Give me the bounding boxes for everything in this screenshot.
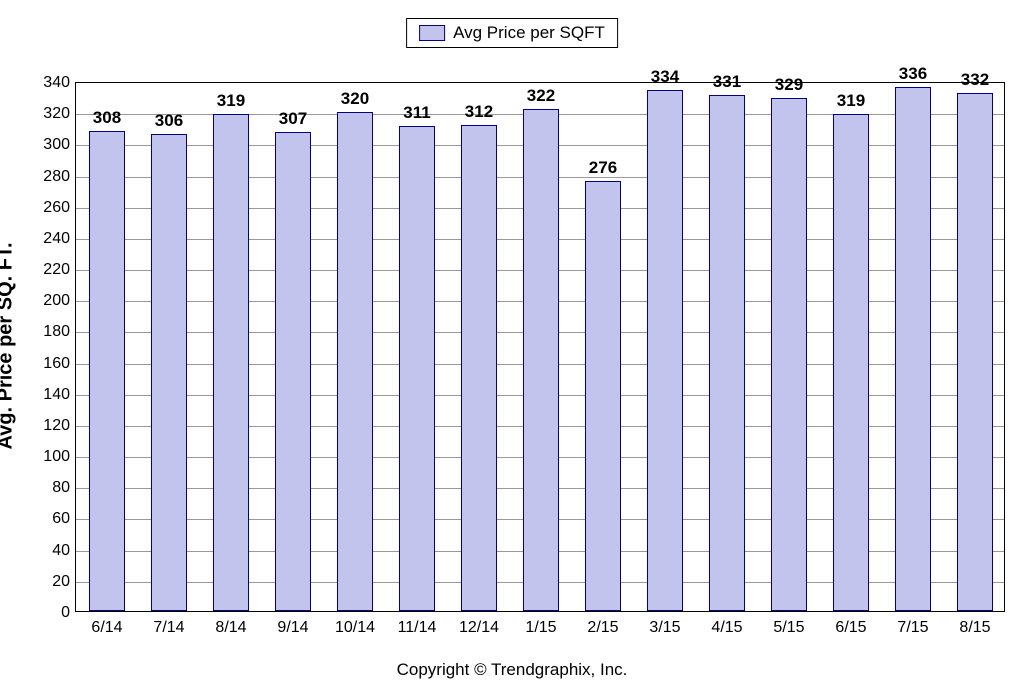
bar-value-label: 311 <box>403 103 430 123</box>
y-tick-label: 220 <box>43 261 70 279</box>
x-tick-label: 8/15 <box>959 619 990 637</box>
bar-value-label: 332 <box>961 70 989 90</box>
bar-value-label: 336 <box>899 64 927 84</box>
y-tick-label: 140 <box>43 386 70 404</box>
y-tick-label: 160 <box>43 355 70 373</box>
x-tick-label: 7/14 <box>153 619 184 637</box>
bar-value-label: 276 <box>589 158 617 178</box>
y-tick-label: 0 <box>61 604 70 622</box>
plot-area: 0204060801001201401601802002202402602803… <box>75 82 1005 612</box>
bar: 306 <box>151 134 187 611</box>
y-tick-label: 100 <box>43 448 70 466</box>
y-tick-label: 280 <box>43 168 70 186</box>
bar: 308 <box>89 131 125 611</box>
chart-container: Avg Price per SQFT Avg. Price per SQ. FT… <box>0 0 1024 692</box>
x-tick-label: 6/14 <box>91 619 122 637</box>
x-tick-label: 3/15 <box>649 619 680 637</box>
y-tick-label: 240 <box>43 230 70 248</box>
y-tick-label: 40 <box>52 542 70 560</box>
bar-value-label: 307 <box>279 109 307 129</box>
legend-label: Avg Price per SQFT <box>453 23 605 43</box>
bar: 329 <box>771 98 807 611</box>
x-tick-label: 1/15 <box>525 619 556 637</box>
y-tick-label: 340 <box>43 74 70 92</box>
x-tick-label: 6/15 <box>835 619 866 637</box>
x-tick-label: 11/14 <box>398 619 437 637</box>
bar: 336 <box>895 87 931 611</box>
y-tick-label: 180 <box>43 323 70 341</box>
y-tick-label: 80 <box>52 479 70 497</box>
y-axis-title: Avg. Price per SQ. FT. <box>0 242 18 449</box>
x-tick-label: 9/14 <box>277 619 308 637</box>
bar: 276 <box>585 181 621 611</box>
x-tick-label: 4/15 <box>711 619 742 637</box>
bar-value-label: 334 <box>651 67 679 87</box>
bar: 312 <box>461 125 497 611</box>
x-tick-label: 8/14 <box>215 619 246 637</box>
bar-value-label: 331 <box>713 72 741 92</box>
bar: 322 <box>523 109 559 611</box>
bar-value-label: 308 <box>93 108 121 128</box>
x-tick-label: 5/15 <box>773 619 804 637</box>
bar: 307 <box>275 132 311 611</box>
bar: 331 <box>709 95 745 611</box>
x-tick-label: 7/15 <box>897 619 928 637</box>
bar: 332 <box>957 93 993 611</box>
y-tick-label: 200 <box>43 292 70 310</box>
x-tick-label: 12/14 <box>459 619 499 637</box>
copyright-text: Copyright © Trendgraphix, Inc. <box>397 660 628 680</box>
y-tick-label: 20 <box>52 573 70 591</box>
bar-value-label: 312 <box>465 102 493 122</box>
y-tick-label: 300 <box>43 136 70 154</box>
bar-value-label: 320 <box>341 89 369 109</box>
y-tick-label: 60 <box>52 510 70 528</box>
bar-value-label: 306 <box>155 111 183 131</box>
bar-value-label: 322 <box>527 86 555 106</box>
bar-value-label: 319 <box>217 91 245 111</box>
x-tick-label: 10/14 <box>335 619 375 637</box>
bar: 311 <box>399 126 435 611</box>
legend-swatch <box>419 25 445 41</box>
bar: 320 <box>337 112 373 611</box>
x-tick-label: 2/15 <box>587 619 618 637</box>
y-tick-label: 320 <box>43 105 70 123</box>
bar-value-label: 319 <box>837 91 865 111</box>
bar: 334 <box>647 90 683 611</box>
bar-value-label: 329 <box>775 75 803 95</box>
bar: 319 <box>213 114 249 611</box>
bar: 319 <box>833 114 869 611</box>
chart-legend: Avg Price per SQFT <box>406 18 618 48</box>
y-tick-label: 260 <box>43 199 70 217</box>
y-tick-label: 120 <box>43 417 70 435</box>
